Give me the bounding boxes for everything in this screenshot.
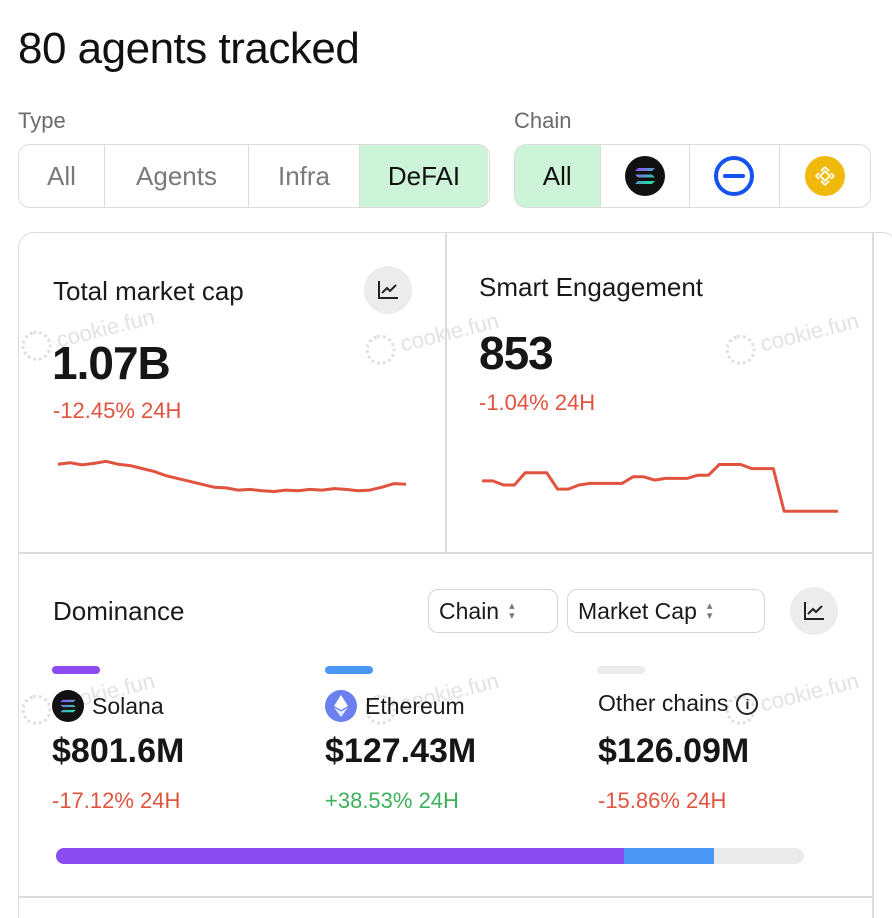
type-filter-label: Type bbox=[18, 108, 66, 133]
market-cap-chart-button[interactable] bbox=[364, 266, 412, 314]
info-icon[interactable]: i bbox=[736, 692, 759, 715]
type-filter: All Agents Infra DeFAI bbox=[18, 144, 490, 208]
ethereum-icon bbox=[325, 690, 357, 722]
divider bbox=[445, 233, 447, 553]
engagement-title: Smart Engagement bbox=[479, 272, 704, 302]
chain-filter-label: Chain bbox=[514, 108, 572, 133]
dominance-chart-button[interactable] bbox=[790, 587, 838, 635]
other-chains-change: -15.86% 24H bbox=[598, 788, 727, 813]
dominance-chain-select[interactable]: Chain ▴ ▾ bbox=[428, 589, 558, 633]
chain-option-base[interactable] bbox=[690, 145, 780, 207]
type-option-agents[interactable]: Agents bbox=[105, 145, 249, 207]
market-cap-title: Total market cap bbox=[53, 276, 244, 306]
divider bbox=[872, 233, 874, 918]
solana-value: $801.6M bbox=[52, 732, 185, 770]
dominance-bar-segment-other-chains bbox=[714, 848, 804, 864]
other-chains-swatch bbox=[597, 666, 645, 674]
dominance-metric-select[interactable]: Market Cap ▴ ▾ bbox=[567, 589, 765, 633]
market-cap-sparkline-line bbox=[57, 459, 407, 493]
bnb-icon bbox=[804, 156, 845, 196]
type-option-defai[interactable]: DeFAI bbox=[360, 145, 488, 207]
engagement-change: -1.04% 24H bbox=[479, 390, 596, 415]
market-cap-value: 1.07B bbox=[52, 337, 171, 389]
type-option-infra[interactable]: Infra bbox=[249, 145, 360, 207]
stats-panel bbox=[18, 232, 892, 918]
ethereum-change: +38.53% 24H bbox=[325, 788, 459, 813]
chain-filter: All bbox=[514, 144, 871, 208]
dominance-bar-segment-ethereum bbox=[624, 848, 715, 864]
base-icon bbox=[714, 156, 755, 196]
dominance-bar-segment-solana bbox=[56, 848, 625, 864]
sort-icon: ▴ ▾ bbox=[706, 600, 713, 622]
chain-option-bnb[interactable] bbox=[780, 145, 870, 207]
dominance-bar bbox=[56, 848, 804, 864]
chain-option-all[interactable]: All bbox=[515, 145, 601, 207]
type-option-all[interactable]: All bbox=[19, 145, 105, 207]
market-cap-sparkline bbox=[57, 459, 407, 493]
ethereum-value: $127.43M bbox=[325, 732, 477, 770]
solana-icon bbox=[624, 156, 665, 196]
page-title: 80 agents tracked bbox=[18, 24, 360, 73]
solana-icon bbox=[52, 690, 84, 722]
chart-icon bbox=[378, 281, 398, 299]
ethereum-swatch bbox=[325, 666, 373, 674]
engagement-sparkline-line bbox=[482, 463, 838, 513]
chain-option-solana[interactable] bbox=[601, 145, 691, 207]
solana-swatch bbox=[52, 666, 100, 674]
dominance-title: Dominance bbox=[53, 596, 185, 626]
dominance-item-ethereum: Ethereum bbox=[325, 690, 465, 722]
solana-change: -17.12% 24H bbox=[52, 788, 181, 813]
sort-icon: ▴ ▾ bbox=[509, 600, 515, 622]
divider bbox=[18, 896, 874, 898]
engagement-value: 853 bbox=[479, 327, 554, 379]
chart-icon bbox=[804, 602, 824, 620]
divider bbox=[18, 552, 874, 554]
other-chains-value: $126.09M bbox=[598, 732, 750, 770]
market-cap-change: -12.45% 24H bbox=[53, 398, 182, 423]
engagement-sparkline bbox=[482, 463, 838, 513]
dominance-item-other: Other chains i bbox=[598, 690, 759, 717]
dominance-item-solana: Solana bbox=[52, 690, 164, 722]
